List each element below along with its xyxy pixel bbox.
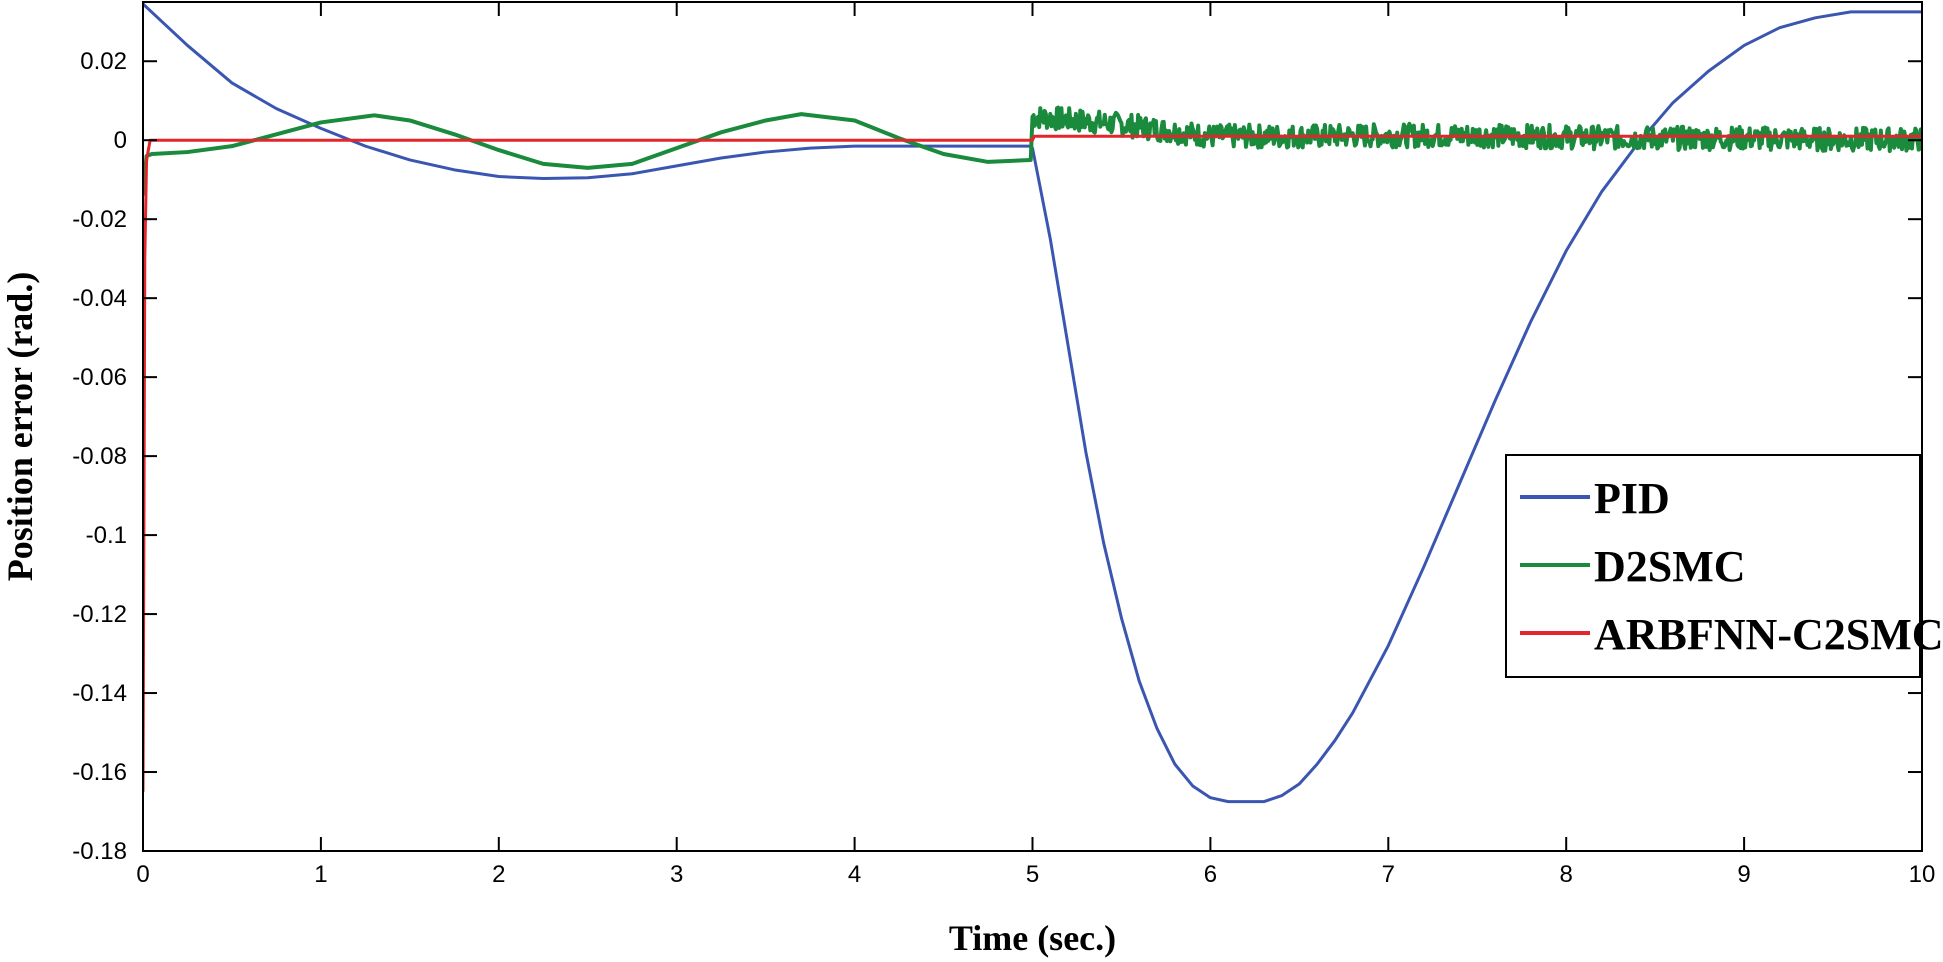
legend-label-pid: PID	[1594, 474, 1670, 523]
x-tick-label: 5	[1026, 861, 1039, 888]
x-tick-label: 0	[136, 861, 149, 888]
y-tick-label: -0.14	[72, 680, 127, 707]
y-tick-label: -0.18	[72, 838, 127, 865]
legend-label-d2smc: D2SMC	[1594, 542, 1746, 591]
y-tick-label: -0.02	[72, 206, 127, 233]
series-line-arbfnn-c2smc	[143, 134, 1922, 792]
x-tick-label: 9	[1737, 861, 1750, 888]
x-tick-label: 2	[492, 861, 505, 888]
y-tick-label: -0.16	[72, 759, 127, 786]
x-tick-label: 7	[1382, 861, 1395, 888]
y-tick-label: -0.04	[72, 285, 127, 312]
y-tick-label: -0.12	[72, 601, 127, 628]
y-tick-label: -0.08	[72, 443, 127, 470]
series-line-pid	[143, 2, 1922, 804]
x-tick-label: 8	[1560, 861, 1573, 888]
legend-label-arbfnn-c2smc: ARBFNN-C2SMC	[1594, 610, 1943, 659]
y-tick-label: -0.06	[72, 364, 127, 391]
x-tick-label: 4	[848, 861, 861, 888]
x-axis-title: Time (sec.)	[949, 918, 1116, 958]
x-tick-label: 1	[314, 861, 327, 888]
y-tick-label: -0.1	[86, 522, 127, 549]
x-tick-label: 3	[670, 861, 683, 888]
y-axis-title: Position error (rad.)	[0, 272, 40, 582]
x-tick-label: 10	[1909, 861, 1936, 888]
series-line-d2smc	[143, 105, 1922, 196]
y-tick-label: 0	[114, 127, 127, 154]
x-tick-label: 6	[1204, 861, 1217, 888]
y-tick-label: 0.02	[80, 48, 127, 75]
